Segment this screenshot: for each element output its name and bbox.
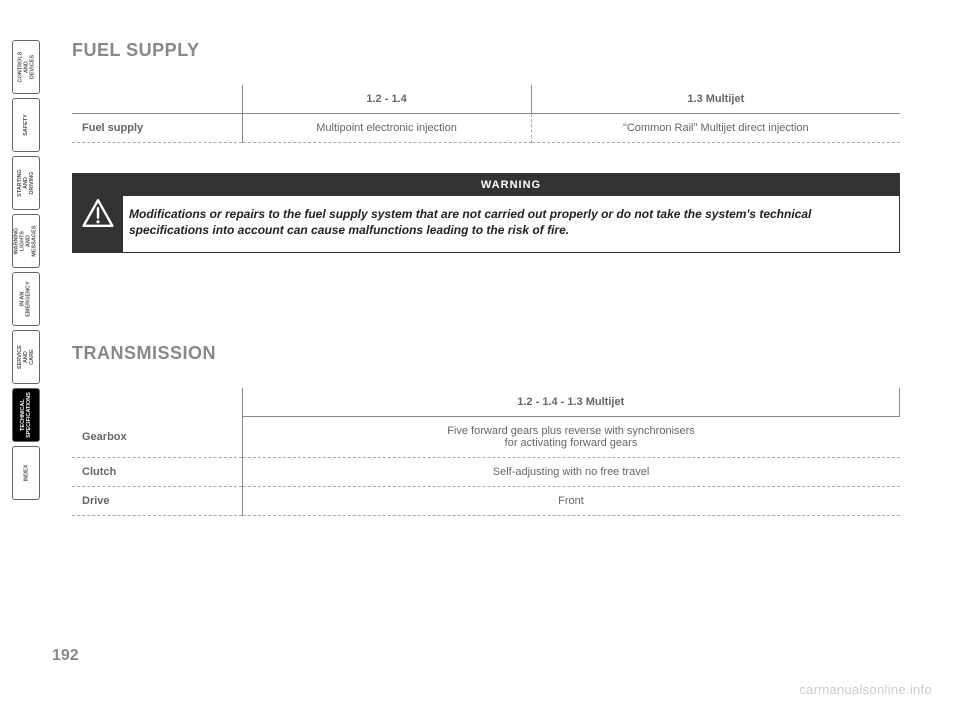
empty-header: [72, 388, 242, 417]
tab-label: CONTROLS AND DEVICES: [17, 52, 35, 83]
tab-controls-devices[interactable]: CONTROLS AND DEVICES: [12, 40, 40, 94]
transmission-section: TRANSMISSION 1.2 - 1.4 - 1.3 Multijet Ge…: [72, 343, 900, 516]
page-container: CONTROLS AND DEVICES SAFETY STARTING AND…: [0, 0, 960, 709]
warning-header: WARNING: [123, 174, 899, 196]
table-header-row: 1.2 - 1.4 - 1.3 Multijet: [72, 388, 900, 417]
tab-label: INDEX: [23, 465, 29, 482]
tab-label: TECHNICAL SPECIFICATIONS: [20, 392, 32, 438]
warning-text: Modifications or repairs to the fuel sup…: [123, 196, 899, 252]
tab-label: SERVICE AND CARE: [17, 344, 35, 370]
main-content: FUEL SUPPLY 1.2 - 1.4 1.3 Multijet Fuel …: [42, 0, 960, 709]
tab-technical-specs[interactable]: TECHNICAL SPECIFICATIONS: [12, 388, 40, 442]
warning-box: WARNING Modifications or repairs to the …: [72, 173, 900, 253]
tab-label: SAFETY: [23, 114, 29, 136]
row-label: Fuel supply: [72, 114, 242, 143]
table-row: Drive Front: [72, 487, 900, 516]
table-row: Gearbox Five forward gears plus reverse …: [72, 417, 900, 458]
cell: Multipoint electronic injection: [242, 114, 531, 143]
tab-label: STARTING AND DRIVING: [17, 169, 35, 197]
col-header: 1.2 - 1.4: [242, 85, 531, 114]
tab-safety[interactable]: SAFETY: [12, 98, 40, 152]
tab-warning-lights[interactable]: WARNING LIGHTS AND MESSAGES: [12, 214, 40, 268]
col-header: 1.2 - 1.4 - 1.3 Multijet: [242, 388, 900, 417]
tab-emergency[interactable]: IN AN EMERGENCY: [12, 272, 40, 326]
warning-icon-cell: [73, 174, 123, 252]
tab-label: WARNING LIGHTS AND MESSAGES: [14, 225, 38, 256]
sidebar: CONTROLS AND DEVICES SAFETY STARTING AND…: [0, 0, 42, 709]
tab-label: IN AN EMERGENCY: [20, 281, 32, 316]
col-header: 1.3 Multijet: [531, 85, 900, 114]
row-label: Drive: [72, 487, 242, 516]
fuel-supply-title: FUEL SUPPLY: [72, 40, 900, 61]
cell: Self-adjusting with no free travel: [242, 458, 900, 487]
cell: "Common Rail" Multijet direct injection: [531, 114, 900, 143]
tab-service-care[interactable]: SERVICE AND CARE: [12, 330, 40, 384]
table-row: Fuel supply Multipoint electronic inject…: [72, 114, 900, 143]
fuel-supply-table: 1.2 - 1.4 1.3 Multijet Fuel supply Multi…: [72, 85, 900, 143]
transmission-title: TRANSMISSION: [72, 343, 900, 364]
watermark: carmanualsonline.info: [799, 682, 932, 697]
cell: Front: [242, 487, 900, 516]
row-label: Gearbox: [72, 417, 242, 458]
page-number: 192: [42, 647, 79, 665]
tab-index[interactable]: INDEX: [12, 446, 40, 500]
warning-content: WARNING Modifications or repairs to the …: [123, 174, 899, 252]
transmission-table: 1.2 - 1.4 - 1.3 Multijet Gearbox Five fo…: [72, 388, 900, 516]
table-row: Clutch Self-adjusting with no free trave…: [72, 458, 900, 487]
warning-triangle-icon: [82, 197, 114, 229]
table-header-row: 1.2 - 1.4 1.3 Multijet: [72, 85, 900, 114]
empty-header: [72, 85, 242, 114]
tab-starting-driving[interactable]: STARTING AND DRIVING: [12, 156, 40, 210]
row-label: Clutch: [72, 458, 242, 487]
cell: Five forward gears plus reverse with syn…: [242, 417, 900, 458]
